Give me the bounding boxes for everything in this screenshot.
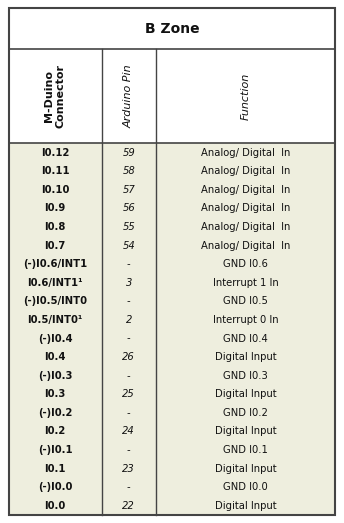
Text: I0.7: I0.7 — [44, 241, 66, 251]
Text: I0.3: I0.3 — [44, 389, 66, 399]
Text: I0.12: I0.12 — [41, 147, 69, 157]
Text: 25: 25 — [122, 389, 135, 399]
Text: -: - — [127, 297, 130, 306]
Text: 2: 2 — [126, 315, 132, 325]
Text: Analog/ Digital  In: Analog/ Digital In — [201, 222, 290, 232]
Text: Digital Input: Digital Input — [215, 426, 276, 437]
Text: I0.10: I0.10 — [41, 185, 69, 195]
Text: Interrupt 1 In: Interrupt 1 In — [213, 278, 278, 288]
Text: GND I0.1: GND I0.1 — [223, 445, 268, 455]
Text: 55: 55 — [122, 222, 135, 232]
Text: (-)I0.3: (-)I0.3 — [38, 371, 72, 381]
Text: GND I0.2: GND I0.2 — [223, 408, 268, 418]
Text: 57: 57 — [122, 185, 135, 195]
Text: (-)I0.6/INT1: (-)I0.6/INT1 — [23, 259, 87, 269]
Text: Digital Input: Digital Input — [215, 389, 276, 399]
Text: (-)I0.4: (-)I0.4 — [38, 334, 73, 344]
Text: GND I0.3: GND I0.3 — [223, 371, 268, 381]
Text: Function: Function — [240, 73, 250, 120]
Text: (-)I0.2: (-)I0.2 — [38, 408, 72, 418]
Text: GND I0.6: GND I0.6 — [223, 259, 268, 269]
Text: Analog/ Digital  In: Analog/ Digital In — [201, 203, 290, 213]
Text: B Zone: B Zone — [145, 21, 199, 36]
Text: 3: 3 — [126, 278, 132, 288]
Text: -: - — [127, 482, 130, 492]
Bar — [9, 143, 335, 515]
Text: M-Duino
Connector: M-Duino Connector — [44, 64, 66, 128]
Text: Analog/ Digital  In: Analog/ Digital In — [201, 185, 290, 195]
Text: 58: 58 — [122, 166, 135, 176]
Text: Arduino Pin: Arduino Pin — [124, 64, 134, 128]
Text: Analog/ Digital  In: Analog/ Digital In — [201, 147, 290, 157]
Text: 59: 59 — [122, 147, 135, 157]
Text: (-)I0.1: (-)I0.1 — [38, 445, 73, 455]
Text: Interrupt 0 In: Interrupt 0 In — [213, 315, 278, 325]
Text: 24: 24 — [122, 426, 135, 437]
Text: -: - — [127, 371, 130, 381]
Text: 26: 26 — [122, 352, 135, 362]
Text: -: - — [127, 445, 130, 455]
Text: -: - — [127, 259, 130, 269]
Text: GND I0.5: GND I0.5 — [223, 297, 268, 306]
Text: -: - — [127, 408, 130, 418]
Text: I0.1: I0.1 — [44, 464, 66, 474]
Text: I0.4: I0.4 — [44, 352, 66, 362]
Text: GND I0.0: GND I0.0 — [223, 482, 268, 492]
Text: Digital Input: Digital Input — [215, 501, 276, 511]
Text: -: - — [127, 334, 130, 344]
Text: Digital Input: Digital Input — [215, 352, 276, 362]
Text: I0.5/INT0¹: I0.5/INT0¹ — [28, 315, 83, 325]
Text: (-)I0.5/INT0: (-)I0.5/INT0 — [23, 297, 87, 306]
Text: 56: 56 — [122, 203, 135, 213]
Text: I0.8: I0.8 — [44, 222, 66, 232]
Text: I0.9: I0.9 — [44, 203, 66, 213]
Text: (-)I0.0: (-)I0.0 — [38, 482, 72, 492]
Text: I0.11: I0.11 — [41, 166, 69, 176]
Text: Analog/ Digital  In: Analog/ Digital In — [201, 166, 290, 176]
Text: GND I0.4: GND I0.4 — [223, 334, 268, 344]
Text: Digital Input: Digital Input — [215, 464, 276, 474]
Text: 23: 23 — [122, 464, 135, 474]
Text: Analog/ Digital  In: Analog/ Digital In — [201, 241, 290, 251]
Text: 22: 22 — [122, 501, 135, 511]
Text: I0.2: I0.2 — [44, 426, 66, 437]
Text: 54: 54 — [122, 241, 135, 251]
Text: I0.0: I0.0 — [44, 501, 66, 511]
Text: I0.6/INT1¹: I0.6/INT1¹ — [28, 278, 83, 288]
